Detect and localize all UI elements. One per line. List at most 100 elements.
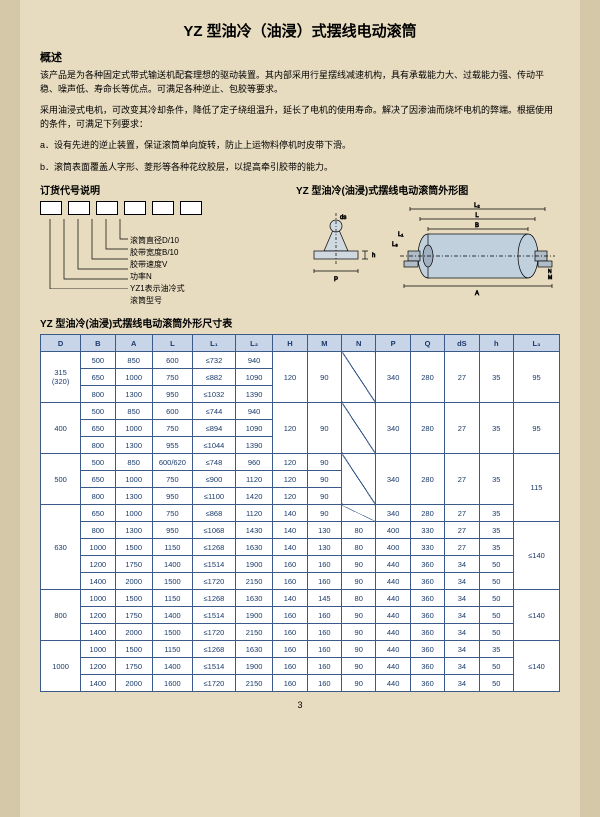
svg-text:h: h <box>372 253 375 259</box>
outline-drawing-section: YZ 型油冷(油浸)式摆线电动滚筒外形图 P h ds <box>296 182 560 307</box>
table-cell: 500 <box>41 454 81 505</box>
table-cell: 27 <box>445 505 479 522</box>
table-cell: ≤868 <box>192 505 235 522</box>
svg-text:L₁: L₁ <box>398 232 403 238</box>
table-cell: ≤732 <box>192 352 235 369</box>
table-cell: 90 <box>307 505 341 522</box>
table-cell: 1300 <box>115 488 152 505</box>
outline-title: YZ 型油冷(油浸)式摆线电动滚筒外形图 <box>296 182 560 197</box>
svg-text:ds: ds <box>340 215 346 221</box>
table-row: 140020001600≤17202150160160904403603450 <box>41 675 560 692</box>
table-cell: 50 <box>479 556 513 573</box>
svg-text:L: L <box>475 213 479 219</box>
table-cell: 1750 <box>115 607 152 624</box>
table-cell: 50 <box>479 573 513 590</box>
table-cell: 1200 <box>81 658 115 675</box>
table-header-cell: dS <box>445 335 479 352</box>
table-cell: 34 <box>445 624 479 641</box>
table-cell: 80 <box>342 522 376 539</box>
table-cell <box>342 352 376 403</box>
header-row: DBALL₁L₂HMNPQdShL₃ <box>41 335 560 352</box>
table-header-cell: H <box>273 335 307 352</box>
table-cell: 2000 <box>115 573 152 590</box>
table-cell: 440 <box>376 590 410 607</box>
table-cell: ≤1032 <box>192 386 235 403</box>
table-cell: 140 <box>273 522 307 539</box>
table-header-cell: L₂ <box>235 335 272 352</box>
table-cell: 1400 <box>152 556 192 573</box>
table-row: 6306501000750≤8681120140903402802735 <box>41 505 560 522</box>
table-cell: 1430 <box>235 522 272 539</box>
table-cell: 95 <box>513 403 559 454</box>
table-cell: 800 <box>81 488 115 505</box>
order-code-title: 订货代号说明 <box>40 182 286 197</box>
table-cell: 1400 <box>81 573 115 590</box>
table-cell: 115 <box>513 454 559 522</box>
table-cell: 1500 <box>115 539 152 556</box>
table-body: 315(320)500850600≤7329401209034028027359… <box>41 352 560 692</box>
page-number: 3 <box>40 700 560 710</box>
table-cell: 500 <box>81 352 115 369</box>
table-cell: 1390 <box>235 386 272 403</box>
table-cell: 27 <box>445 403 479 454</box>
table-header-cell: Q <box>410 335 444 352</box>
table-cell: 2000 <box>115 675 152 692</box>
table-cell: 90 <box>342 607 376 624</box>
table-cell: 360 <box>410 590 444 607</box>
table-cell: 1630 <box>235 641 272 658</box>
table-cell: 940 <box>235 352 272 369</box>
table-cell: 160 <box>273 624 307 641</box>
table-row: 120017501400≤15141900160160904403603450 <box>41 556 560 573</box>
table-cell: 440 <box>376 607 410 624</box>
table-cell: 120 <box>273 403 307 454</box>
table-cell <box>342 505 376 522</box>
table-cell: 500 <box>81 454 115 471</box>
table-cell: 950 <box>152 386 192 403</box>
table-cell: ≤1514 <box>192 556 235 573</box>
table-cell: 1000 <box>115 420 152 437</box>
order-label-list: 滚筒直径D/10 胶带宽度B/10 胶带速度V 功率N YZ1表示油冷式 滚筒型… <box>130 219 185 307</box>
table-cell: 1300 <box>115 386 152 403</box>
order-label: 滚筒型号 <box>130 295 185 307</box>
table-cell: ≤894 <box>192 420 235 437</box>
table-cell: 90 <box>307 488 341 505</box>
table-cell: 650 <box>81 471 115 488</box>
table-cell: 35 <box>479 352 513 403</box>
table-cell: 130 <box>307 539 341 556</box>
table-cell: 34 <box>445 556 479 573</box>
table-row: 800100015001150≤126816301401458044036034… <box>41 590 560 607</box>
table-cell: 1000 <box>115 505 152 522</box>
table-cell: 160 <box>307 624 341 641</box>
table-cell: 120 <box>273 471 307 488</box>
table-cell: 35 <box>479 641 513 658</box>
table-cell: 160 <box>307 658 341 675</box>
table-cell: 340 <box>376 352 410 403</box>
page: YZ 型油冷（油浸）式摆线电动滚筒 概述 该产品是为各种固定式带式输送机配套理想… <box>20 0 580 817</box>
table-cell: 160 <box>307 675 341 692</box>
table-cell: 1750 <box>115 556 152 573</box>
table-cell: 440 <box>376 573 410 590</box>
table-cell: 960 <box>235 454 272 471</box>
table-cell: 340 <box>376 403 410 454</box>
table-cell: 130 <box>307 522 341 539</box>
table-cell: 50 <box>479 590 513 607</box>
table-cell: 90 <box>307 471 341 488</box>
table-cell: 34 <box>445 658 479 675</box>
table-cell: 1300 <box>115 522 152 539</box>
table-cell: 630 <box>41 505 81 590</box>
table-header-cell: P <box>376 335 410 352</box>
table-row: 120017501400≤15141900160160904403603450 <box>41 658 560 675</box>
table-cell: 750 <box>152 471 192 488</box>
table-cell: 95 <box>513 352 559 403</box>
table-cell: 750 <box>152 505 192 522</box>
order-code-diagram: 滚筒直径D/10 胶带宽度B/10 胶带速度V 功率N YZ1表示油冷式 滚筒型… <box>40 201 286 307</box>
table-cell: 360 <box>410 607 444 624</box>
table-cell: 950 <box>152 522 192 539</box>
table-cell: 34 <box>445 573 479 590</box>
table-row: 120017501400≤15141900160160904403603450 <box>41 607 560 624</box>
table-cell: 1630 <box>235 590 272 607</box>
table-cell: 160 <box>273 641 307 658</box>
table-cell: 34 <box>445 675 479 692</box>
table-head: DBALL₁L₂HMNPQdShL₃ <box>41 335 560 352</box>
table-cell: 800 <box>81 437 115 454</box>
